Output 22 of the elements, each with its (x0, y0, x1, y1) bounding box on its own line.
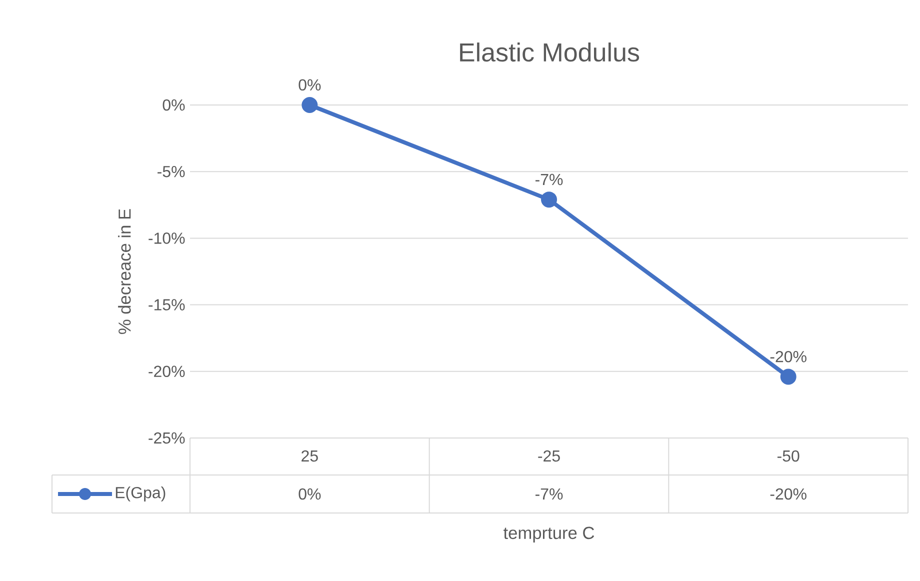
point (780, 368, 796, 385)
chart-title: Elastic Modulus (460, 42, 640, 62)
x-tick-label: -25 (538, 450, 560, 462)
point (541, 192, 558, 208)
y-tick-label: -10% (148, 232, 185, 244)
x-tick-label: 25 (302, 450, 318, 462)
legend-label: E(Gpa) (116, 486, 166, 502)
data-label: -20% (770, 488, 806, 500)
y-tick-label: -5% (158, 166, 185, 178)
x-tick-label: -50 (777, 450, 800, 462)
y-tick-label: -25% (148, 432, 185, 444)
y-tick-label: 0% (162, 99, 185, 111)
text: -7% (535, 174, 563, 186)
point (302, 96, 318, 113)
y-axis-title: % decreace in E (118, 209, 131, 334)
x-axis-title: temprture C (504, 526, 594, 543)
y-tick-label: -15% (148, 299, 185, 310)
text: 0% (298, 79, 321, 91)
y-tick-label: -20% (148, 366, 185, 378)
text: -20% (770, 350, 806, 362)
data-label: -7% (535, 488, 563, 500)
data-label: 0% (298, 488, 321, 500)
